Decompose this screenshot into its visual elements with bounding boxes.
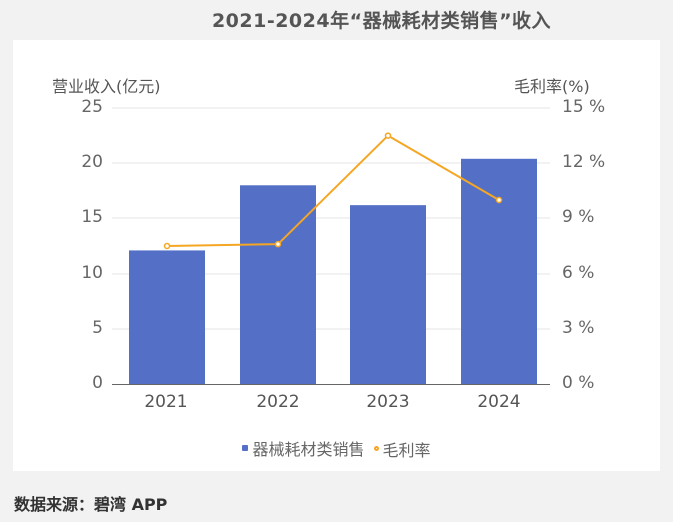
bar-2021[interactable] xyxy=(129,250,205,384)
chart-title: 2021-2024年“器械耗材类销售”收入 xyxy=(211,10,552,32)
line-series xyxy=(163,132,503,250)
legend: 器械耗材类销售 毛利率 xyxy=(0,436,673,461)
y-tick: 10 xyxy=(81,263,103,283)
y-tick: 25 xyxy=(81,97,103,117)
y-tick: 15 xyxy=(81,207,103,227)
line-marker-icon xyxy=(373,446,379,451)
bar-2022[interactable] xyxy=(240,185,316,384)
margin-line xyxy=(166,134,500,247)
bar-2024[interactable] xyxy=(461,158,537,384)
chart-panel xyxy=(13,40,660,471)
y-right-tick: 15 % xyxy=(562,97,606,117)
left-axis-title: 营业收入(亿元) xyxy=(52,77,161,96)
y-tick: 20 xyxy=(81,152,103,172)
x-tick: 2021 xyxy=(144,392,188,412)
y-right-tick: 6 % xyxy=(562,263,595,283)
line-point-2023[interactable] xyxy=(384,132,392,139)
y-right-tick: 12 % xyxy=(562,152,606,172)
line-point-2021[interactable] xyxy=(163,242,171,250)
bar-series xyxy=(129,158,537,384)
y-right-tick: 9 % xyxy=(562,207,595,227)
data-source: 数据来源：碧湾 APP xyxy=(14,495,168,514)
bar-swatch-icon xyxy=(242,445,249,451)
x-tick: 2024 xyxy=(477,392,521,412)
x-tick: 2022 xyxy=(256,392,300,412)
y-right-tick: 0 % xyxy=(562,373,595,393)
right-axis-title: 毛利率(%) xyxy=(514,77,590,96)
x-tick: 2023 xyxy=(366,392,410,412)
legend-item-line[interactable]: 毛利率 xyxy=(370,437,431,461)
legend-item-bar[interactable]: 器械耗材类销售 xyxy=(242,436,364,460)
y-tick: 5 xyxy=(92,318,103,338)
line-point-2024[interactable] xyxy=(495,196,503,204)
y-right-tick: 3 % xyxy=(562,318,595,338)
line-point-2022[interactable] xyxy=(274,240,282,248)
bar-2023[interactable] xyxy=(350,205,426,384)
y-tick: 0 xyxy=(92,373,103,393)
